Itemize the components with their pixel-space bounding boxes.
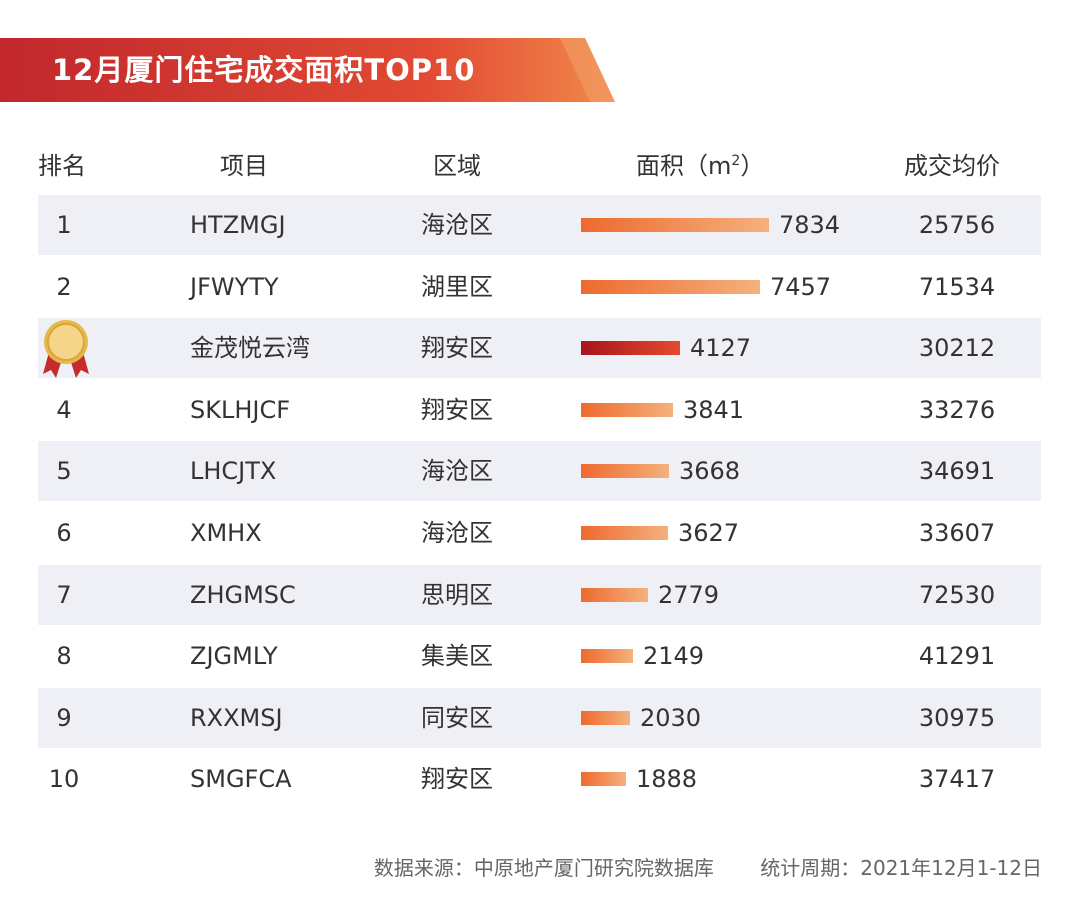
footer: 数据来源：中原地产厦门研究院数据库 统计周期：2021年12月1-12日	[374, 852, 1042, 881]
area-value-label: 7834	[779, 211, 841, 239]
zone-cell: 海沧区	[421, 211, 493, 239]
stat-period: 统计周期：2021年12月1-12日	[760, 856, 1042, 880]
project-cell: LHCJTX	[190, 457, 277, 486]
area-bar	[581, 772, 626, 787]
rank-cell: 4	[56, 395, 72, 424]
area-bar	[581, 341, 680, 356]
area-bar	[581, 587, 648, 602]
price-cell: 41291	[918, 642, 996, 671]
header-area: 面积（m2）	[636, 146, 764, 181]
price-cell: 33276	[918, 395, 996, 424]
area-bar	[581, 525, 668, 540]
header-area-text: 面积（m	[636, 152, 732, 180]
rank-cell: 3	[38, 318, 90, 379]
area-bar	[581, 649, 633, 664]
area-value-label: 1888	[636, 765, 698, 794]
table-row: 9 RXXMSJ 同安区 2030 30975	[38, 687, 1041, 748]
rank-cell: 7	[56, 580, 72, 609]
header-price: 成交均价	[904, 152, 1000, 180]
price-cell: 71534	[918, 272, 996, 301]
table-row: 7 ZHGMSC 思明区 2779 72530	[38, 564, 1041, 625]
zone-cell: 湖里区	[421, 272, 493, 301]
project-cell: SKLHJCF	[190, 395, 291, 424]
table-row: 2 JFWYTY 湖里区 7457 71534	[38, 256, 1041, 317]
project-cell: JFWYTY	[190, 272, 279, 301]
table-row: 4 SKLHJCF 翔安区 3841 33276	[38, 379, 1041, 440]
area-value-label: 3668	[679, 457, 741, 486]
medal-icon	[43, 320, 89, 379]
zone-cell: 海沧区	[421, 518, 493, 547]
project-cell: HTZMGJ	[190, 211, 286, 239]
banner-shape	[0, 38, 615, 102]
area-bar	[581, 279, 760, 294]
project-cell: RXXMSJ	[190, 703, 283, 732]
zone-cell: 翔安区	[421, 334, 493, 363]
header-zone: 区域	[433, 152, 481, 180]
area-bar	[581, 218, 769, 232]
price-cell: 30212	[918, 334, 996, 363]
zone-cell: 翔安区	[421, 765, 493, 794]
rank-cell: 10	[48, 765, 80, 794]
header-area-close: ）	[740, 152, 765, 180]
project-cell: ZJGMLY	[190, 642, 278, 671]
price-cell: 33607	[918, 518, 996, 547]
zone-cell: 同安区	[421, 703, 493, 732]
price-cell: 72530	[918, 580, 996, 609]
area-bar	[581, 464, 669, 479]
price-cell: 34691	[918, 457, 996, 486]
table-row: 5 LHCJTX 海沧区 3668 34691	[38, 441, 1041, 502]
table-row: 3 金茂悦云湾 翔安区 4127 30212	[38, 318, 1041, 379]
area-value-label: 2149	[643, 642, 705, 671]
header-area-sup: 2	[731, 153, 741, 169]
table-header: 排名 项目 区域 面积（m2） 成交均价	[38, 138, 1041, 188]
project-cell: XMHX	[190, 518, 262, 547]
ranking-table: 1 HTZMGJ 海沧区 7834 25756 2 JFWYTY 湖里区 7457 71534 3 金…	[38, 195, 1041, 811]
data-source: 数据来源：中原地产厦门研究院数据库	[373, 856, 714, 880]
title-banner: 12月厦门住宅成交面积TOP10	[0, 38, 615, 102]
table-row: 6 XMHX 海沧区 3627 33607	[38, 502, 1041, 563]
table-row: 10 SMGFCA 翔安区 1888 37417	[38, 749, 1041, 810]
header-rank: 排名	[38, 152, 86, 180]
area-value-label: 7457	[770, 272, 832, 301]
zone-cell: 翔安区	[421, 395, 493, 424]
area-bar	[581, 402, 673, 417]
area-value-label: 3627	[678, 518, 740, 547]
zone-cell: 思明区	[421, 580, 493, 609]
area-value-label: 2030	[640, 703, 702, 732]
area-value-label: 3841	[683, 395, 745, 424]
table-row: 1 HTZMGJ 海沧区 7834 25756	[38, 195, 1041, 255]
zone-cell: 海沧区	[421, 457, 493, 486]
price-cell: 25756	[918, 211, 996, 239]
area-value-label: 2779	[658, 580, 720, 609]
area-bar	[581, 710, 630, 725]
rank-cell: 6	[56, 518, 72, 547]
rank-cell: 8	[56, 642, 72, 671]
price-cell: 37417	[918, 765, 996, 794]
table-row: 8 ZJGMLY 集美区 2149 41291	[38, 626, 1041, 687]
rank-cell: 1	[56, 211, 72, 239]
header-project: 项目	[220, 152, 268, 180]
area-value-label: 4127	[690, 334, 752, 363]
page-title: 12月厦门住宅成交面积TOP10	[52, 53, 476, 87]
zone-cell: 集美区	[421, 642, 493, 671]
project-cell: ZHGMSC	[190, 580, 296, 609]
project-cell: 金茂悦云湾	[190, 334, 310, 363]
rank-cell: 5	[56, 457, 72, 486]
project-cell: SMGFCA	[190, 765, 292, 794]
rank-cell: 2	[56, 272, 72, 301]
price-cell: 30975	[918, 703, 996, 732]
rank-cell: 9	[56, 703, 72, 732]
